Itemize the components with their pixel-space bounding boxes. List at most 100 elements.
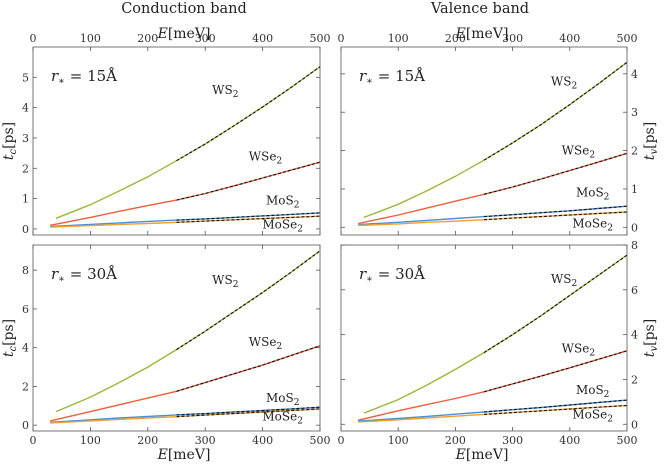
x-tick-label: 300 (502, 32, 523, 45)
x-tick-label: 400 (252, 434, 273, 447)
radius-label: r∗ = 15Å (359, 67, 425, 87)
panel-vb-30: 0 100 200 300 400 500 0 2 4 6 8 tv[ps] WS2 WSe2 MoS2 Mo… (338, 239, 661, 447)
series-line-wse2 (358, 350, 628, 421)
x-tick-label: 400 (559, 32, 580, 45)
x-tick-label: 200 (445, 32, 466, 45)
x-tick-label: 0 (338, 434, 345, 447)
y-tick-label: 0 (22, 223, 29, 236)
plot-frame (32, 244, 321, 432)
series-label-ws2: WS2 (551, 74, 577, 91)
fit-line-mos2 (176, 406, 321, 416)
panel-cb-30: 0 100 200 300 400 500 0 2 4 6 8 tc[ps] WS2 WSe2 MoS2Mo… (1, 244, 331, 447)
panels: 0 100 200 300 400 500012345tc[ps]WS2WSe2MoS2M… (1, 26, 660, 463)
x-tick-label: 200 (137, 434, 158, 447)
y-tick-label: 2 (22, 162, 29, 175)
series-label-wse2: WSe2 (562, 342, 595, 359)
fit-line-ws2 (176, 66, 321, 162)
fit-line-mose2 (176, 408, 321, 418)
y-tick-label: 2 (631, 373, 638, 386)
x-tick-label: 100 (80, 434, 101, 447)
panel-vb-15: 0 100 200 300 400 500 0 1 2 3 4 tv[ps] WS2 WSe2 MoS2 Mo… (338, 32, 660, 236)
x-tick-label: 200 (137, 32, 158, 45)
fit-line-ws2 (483, 254, 628, 354)
series-label-ws2: WS2 (212, 83, 238, 100)
x-tick-label: 400 (559, 434, 580, 447)
y-tick-label: 1 (22, 193, 29, 206)
series-label-mose2: MoSe2 (262, 217, 303, 234)
y-tick-label: 5 (22, 71, 29, 84)
bottom-axis-label-left: E[meV] (157, 447, 211, 463)
x-tick-label: 200 (445, 434, 466, 447)
y-tick-label: 0 (631, 221, 638, 234)
panel-cb-15: 0 100 200 300 400 500 0 1 2 3 4 5 tc[ps] WS2 WSe2 MoS2 M… (1, 32, 331, 236)
x-tick-label: 500 (617, 434, 638, 447)
y-tick-label: 2 (22, 380, 29, 393)
fit-line-mose2 (483, 404, 628, 415)
fit-line-ws2 (176, 250, 321, 351)
top-axis-label-left: E[meV] (157, 26, 211, 42)
x-tick-label: 0 (30, 434, 37, 447)
x-tick-label: 500 (617, 32, 638, 45)
plot-frame (32, 46, 321, 236)
series-label-wse2: WSe2 (249, 335, 282, 352)
x-tick-label: 100 (388, 434, 409, 447)
fit-line-mos2 (483, 399, 628, 413)
x-tick-label: 0 (30, 32, 37, 45)
title-conduction-band: Conduction band (121, 1, 247, 17)
fit-line-mose2 (176, 215, 321, 223)
x-tick-label: 100 (80, 32, 101, 45)
x-tick-label: 0 (338, 32, 345, 45)
series-label-wse2: WSe2 (562, 143, 595, 160)
series-label-mos2: MoS2 (576, 383, 609, 400)
y-tick-label: 6 (22, 303, 29, 316)
y-tick-label: 6 (631, 284, 638, 297)
x-tick-label: 500 (310, 434, 331, 447)
fit-line-wse2 (176, 345, 321, 392)
series-label-mos2: MoS2 (576, 186, 609, 203)
y-tick-label: 4 (22, 102, 29, 115)
x-tick-label: 500 (310, 32, 331, 45)
fit-line-ws2 (483, 61, 628, 161)
series-label-mose2: MoSe2 (572, 216, 613, 233)
fit-line-mos2 (483, 205, 628, 218)
series-label-mose2: MoSe2 (262, 409, 303, 426)
y-axis-label: tc[ps] (1, 122, 19, 160)
x-tick-label: 400 (252, 32, 273, 45)
radius-label: r∗ = 30Å (359, 265, 425, 285)
y-tick-label: 3 (22, 132, 29, 145)
radius-label: r∗ = 30Å (51, 265, 117, 285)
y-tick-label: 8 (631, 239, 638, 252)
series-label-mos2: MoS2 (266, 194, 299, 211)
y-tick-label: 4 (631, 329, 638, 342)
series-line-wse2 (358, 152, 628, 225)
y-tick-label: 2 (631, 145, 638, 158)
y-axis-label: tv[ps] (642, 319, 660, 357)
plot-frame (340, 46, 628, 236)
radius-label: r∗ = 15Å (51, 67, 117, 87)
y-tick-label: 4 (22, 342, 29, 355)
x-tick-label: 300 (502, 434, 523, 447)
series-label-mos2: MoS2 (266, 391, 299, 408)
y-tick-label: 0 (22, 419, 29, 432)
y-tick-label: 1 (631, 183, 638, 196)
y-axis-label: tv[ps] (642, 122, 660, 160)
plot-frame (340, 244, 628, 432)
y-tick-label: 8 (22, 264, 29, 277)
y-tick-label: 3 (631, 106, 638, 119)
bottom-axis-label-right: E[meV] (455, 447, 509, 463)
title-valence-band: Valence band (430, 1, 529, 17)
series-label-ws2: WS2 (551, 272, 577, 289)
x-tick-label: 300 (195, 434, 216, 447)
series-label-wse2: WSe2 (249, 150, 282, 167)
series-label-mose2: MoSe2 (572, 408, 613, 425)
x-tick-label: 100 (388, 32, 409, 45)
y-tick-label: 4 (631, 68, 638, 81)
fit-line-wse2 (176, 161, 321, 201)
series-label-ws2: WS2 (212, 273, 238, 290)
x-tick-label: 300 (195, 32, 216, 45)
y-tick-label: 0 (631, 418, 638, 431)
fit-line-mos2 (176, 212, 321, 221)
top-axis-label-right: E[meV] (455, 26, 509, 42)
series-line-wse2 (50, 161, 321, 226)
